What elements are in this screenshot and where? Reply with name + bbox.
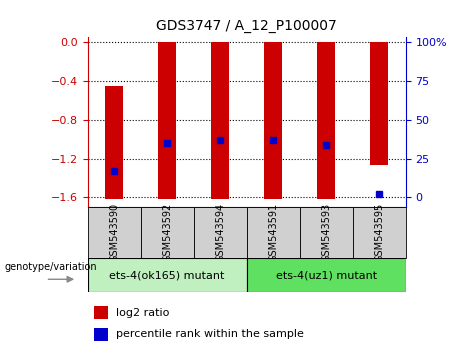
Bar [353, 207, 406, 258]
Bar [141, 207, 194, 258]
Bar [158, 42, 177, 199]
Bar [94, 306, 108, 319]
Text: GSM543591: GSM543591 [268, 203, 278, 262]
Bar [88, 207, 141, 258]
Bar [317, 42, 336, 199]
Title: GDS3747 / A_12_P100007: GDS3747 / A_12_P100007 [156, 19, 337, 33]
Bar [300, 207, 353, 258]
Bar [264, 42, 283, 199]
Bar [88, 258, 247, 292]
Text: GSM543590: GSM543590 [109, 203, 119, 262]
Bar [247, 207, 300, 258]
Bar [94, 328, 108, 341]
Text: GSM543594: GSM543594 [215, 203, 225, 262]
Bar [194, 207, 247, 258]
Text: GSM543595: GSM543595 [374, 203, 384, 262]
Text: GSM543593: GSM543593 [321, 203, 331, 262]
Bar [105, 86, 124, 199]
Text: genotype/variation: genotype/variation [5, 262, 97, 272]
Bar [211, 42, 230, 199]
Text: GSM543592: GSM543592 [162, 203, 172, 262]
Text: ets-4(ok165) mutant: ets-4(ok165) mutant [109, 270, 225, 280]
Bar [247, 258, 406, 292]
Text: ets-4(uz1) mutant: ets-4(uz1) mutant [276, 270, 377, 280]
Text: percentile rank within the sample: percentile rank within the sample [116, 330, 304, 339]
Text: log2 ratio: log2 ratio [116, 308, 170, 318]
Bar [370, 42, 389, 165]
